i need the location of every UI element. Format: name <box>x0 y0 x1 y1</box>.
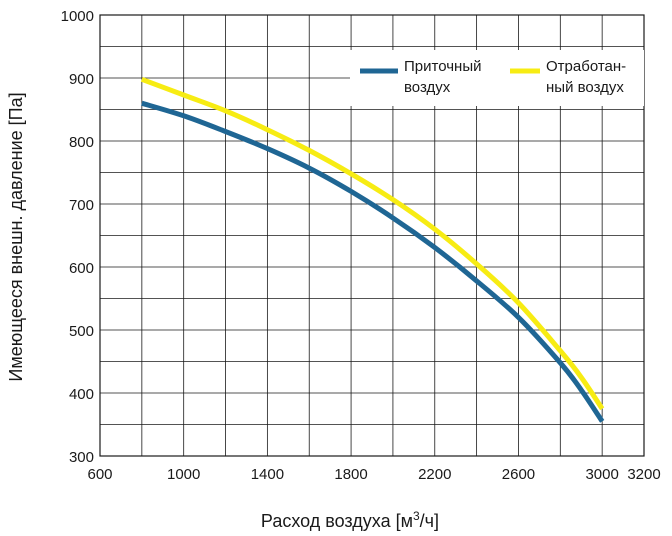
y-tick-label-2: 500 <box>69 323 94 340</box>
y-tick-label-4: 700 <box>69 197 94 214</box>
x-tick-label-2: 1400 <box>251 466 284 483</box>
x-tick-label-5: 2600 <box>502 466 535 483</box>
x-tick-label-7: 3200 <box>627 466 660 483</box>
series-lines <box>140 76 605 423</box>
x-tick-label-0: 600 <box>87 466 112 483</box>
x-tick-label-1: 1000 <box>167 466 200 483</box>
series-line-exhaust-air <box>140 76 605 411</box>
x-tick-label-6: 3000 <box>585 466 618 483</box>
y-tick-label-3: 600 <box>69 260 94 277</box>
x-axis-label: Расход воздуха [м3/ч] <box>261 509 439 531</box>
y-tick-label-7: 1000 <box>61 8 94 25</box>
x-axis-label-end: /ч] <box>420 511 439 531</box>
x-axis-label-main: Расход воздуха [м <box>261 511 413 531</box>
y-axis-label: Имеющееся внешн. давление [Па] <box>6 92 26 381</box>
y-tick-label-5: 800 <box>69 134 94 151</box>
y-tick-label-0: 300 <box>69 449 94 466</box>
series-line-supply-air <box>141 100 605 423</box>
x-tick-label-3: 1800 <box>334 466 367 483</box>
legend-label-supply-air-line1: Приточный <box>404 58 481 75</box>
legend-label-exhaust-air-line2: ный воздух <box>546 79 624 96</box>
y-tick-label-1: 400 <box>69 386 94 403</box>
legend-label-supply-air-line2: воздух <box>404 79 451 96</box>
legend-label-exhaust-air-line1: Отработан- <box>546 58 626 75</box>
x-axis-label-superscript: 3 <box>413 509 420 523</box>
legend: Приточный воздух Отработан- ный воздух <box>350 50 644 106</box>
legend-background <box>350 50 644 106</box>
plot-frame <box>99 14 645 457</box>
y-tick-label-6: 900 <box>69 71 94 88</box>
x-tick-label-4: 2200 <box>418 466 451 483</box>
y-axis-ticks: 300 400 500 600 700 800 900 1000 <box>61 8 94 466</box>
x-axis-ticks: 600 1000 1400 1800 2200 2600 3000 3200 <box>87 466 660 483</box>
